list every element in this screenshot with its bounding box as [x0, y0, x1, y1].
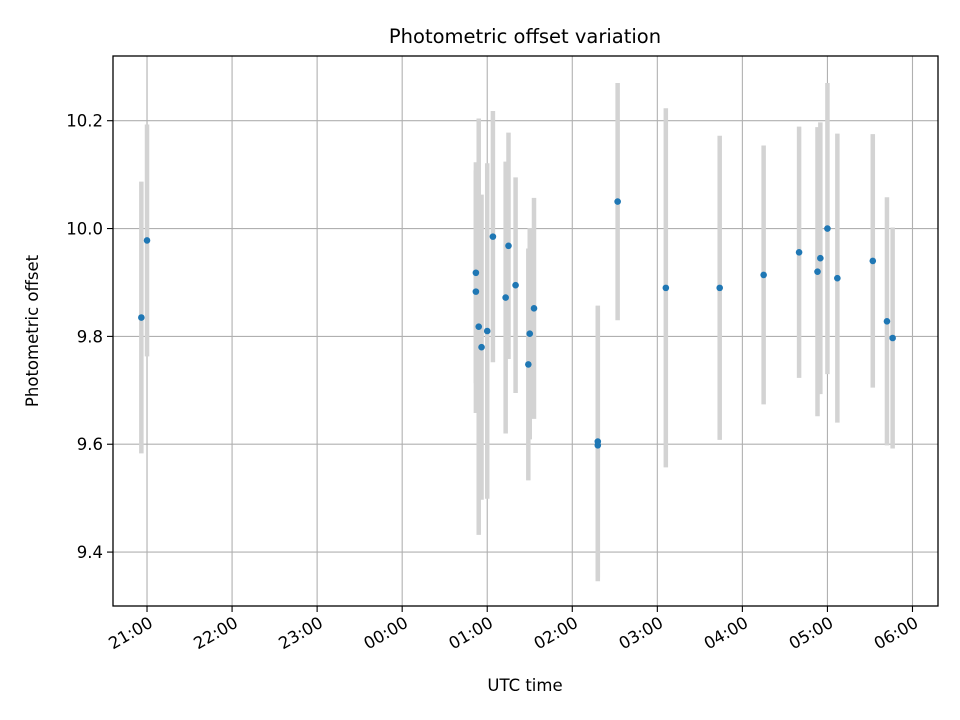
- data-point: [594, 442, 602, 449]
- data-point: [795, 248, 803, 256]
- data-point: [760, 271, 767, 279]
- y-tick-label: 9.8: [77, 327, 103, 346]
- y-tick-label: 9.6: [77, 435, 103, 454]
- data-point: [834, 274, 841, 282]
- data-point: [530, 305, 538, 312]
- data-point: [716, 284, 724, 292]
- data-point: [525, 361, 532, 368]
- y-axis-label: Photometric offset: [23, 254, 42, 407]
- y-tick-label: 10.0: [66, 220, 103, 239]
- y-tick-label: 10.2: [66, 112, 103, 131]
- data-point: [883, 317, 891, 325]
- y-tick-label: 9.4: [77, 543, 103, 562]
- data-point: [489, 233, 497, 240]
- data-point: [472, 288, 480, 295]
- data-point: [475, 323, 483, 330]
- data-point: [817, 254, 824, 262]
- data-point: [472, 269, 480, 277]
- data-point: [614, 198, 621, 205]
- data-point: [824, 225, 831, 232]
- data-point: [662, 284, 670, 292]
- chart-title: Photometric offset variation: [389, 25, 661, 48]
- y-axis: 9.4 9.6 9.8 10.0 10.2: [66, 112, 113, 562]
- data-point: [869, 257, 877, 265]
- data-point: [478, 343, 485, 351]
- data-point: [889, 334, 896, 342]
- plot-frame: [112, 55, 939, 607]
- x-axis-label: UTC time: [487, 676, 562, 695]
- data-point: [814, 268, 821, 275]
- data-point: [512, 281, 519, 289]
- data-point: [502, 294, 509, 301]
- data-points: [138, 198, 896, 449]
- data-point: [483, 327, 491, 335]
- data-point: [138, 314, 145, 321]
- data-point: [526, 330, 534, 337]
- data-point: [505, 242, 512, 250]
- data-point: [143, 237, 151, 244]
